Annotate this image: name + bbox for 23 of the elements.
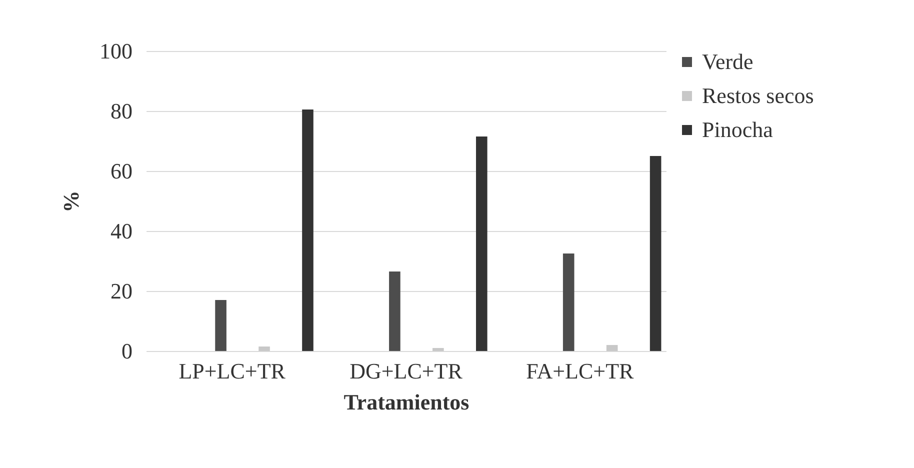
bar [258, 346, 270, 351]
bar [432, 348, 444, 351]
y-axis-title: % [58, 190, 84, 212]
x-tick-label: LP+LC+TR [178, 358, 286, 384]
legend-label: Verde [702, 49, 754, 74]
legend-label: Pinocha [702, 117, 774, 142]
y-tick-label: 60 [110, 158, 132, 184]
y-tick-label: 40 [110, 218, 132, 244]
bar [476, 136, 488, 351]
y-tick-label: 0 [122, 338, 132, 364]
bar [650, 156, 662, 351]
y-tick-label: 100 [100, 38, 132, 64]
bar [562, 254, 574, 351]
bar [606, 345, 618, 351]
y-tick-label: 80 [110, 98, 132, 124]
x-tick-label: FA+LC+TR [526, 358, 634, 384]
bar [389, 272, 400, 351]
bar [302, 110, 314, 351]
bar [215, 300, 226, 351]
y-tick-label: 20 [110, 278, 132, 304]
x-axis-title: Tratamientos [344, 390, 470, 414]
legend-label: Restos secos [702, 83, 814, 108]
x-tick-label: DG+LC+TR [350, 358, 463, 384]
